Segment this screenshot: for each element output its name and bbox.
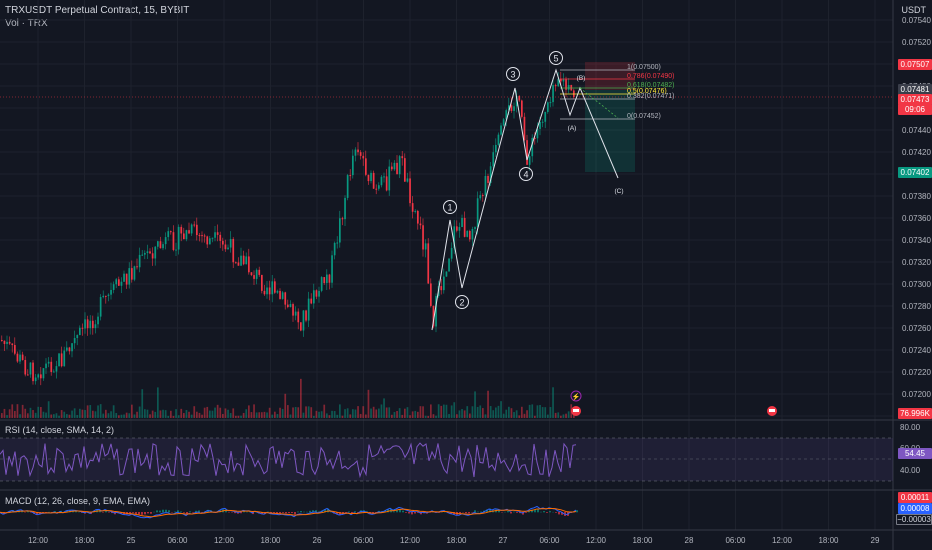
time-tick: 18:00: [446, 536, 467, 545]
time-tick: 12:00: [399, 536, 421, 545]
price-tag: 0.07481: [898, 84, 932, 95]
price-tick: 0.07420: [902, 148, 931, 157]
time-tick: 18:00: [818, 536, 839, 545]
volume-bars: [1, 378, 575, 418]
chart-title[interactable]: TRXUSDT Perpetual Contract, 15, BYBIT: [5, 5, 190, 16]
time-tick: 18:00: [632, 536, 653, 545]
svg-text:1: 1: [447, 203, 452, 213]
wave-1-label[interactable]: 1: [443, 200, 457, 214]
price-tick: 0.07240: [902, 346, 931, 355]
svg-text:4: 4: [523, 170, 528, 180]
svg-text:2: 2: [459, 298, 464, 308]
wave-3-label[interactable]: 3: [506, 67, 520, 81]
wave-labels[interactable]: 1 2 3 4 5 (A) (B) (C): [443, 51, 624, 309]
time-tick: 12:00: [27, 536, 49, 545]
macd-legend[interactable]: MACD (12, 26, close, 9, EMA, EMA): [5, 496, 151, 506]
wave-5-label[interactable]: 5: [549, 51, 563, 65]
time-tick: 26: [312, 536, 322, 545]
macd-tag: 0.00011: [898, 492, 932, 503]
fib-retracement[interactable]: [560, 69, 635, 120]
time-tick: 12:00: [771, 536, 793, 545]
macd-tag: 0.00008: [898, 503, 932, 514]
price-tick: 0.07440: [902, 126, 931, 135]
earnings-icon[interactable]: [767, 406, 777, 416]
volume-legend[interactable]: Vol · TRX: [5, 18, 48, 29]
wave-c-label[interactable]: (C): [614, 188, 623, 195]
fib-level-label: 0(0.07452): [627, 113, 661, 120]
time-tick: 12:00: [213, 536, 235, 545]
time-tick: 29: [870, 536, 880, 545]
projection-dashed-line: [579, 87, 619, 119]
price-tick: 0.07260: [902, 324, 931, 333]
rsi-legend[interactable]: RSI (14, close, SMA, 14, 2): [5, 425, 115, 435]
time-tick: 06:00: [167, 536, 188, 545]
price-tick: 0.07360: [902, 214, 931, 223]
price-tag: 0.07507: [898, 59, 932, 70]
price-tick: 0.07540: [902, 16, 931, 25]
time-tick: 12:00: [585, 536, 607, 545]
price-tag: 76.996K: [898, 408, 932, 419]
time-tick: 06:00: [353, 536, 374, 545]
fib-level-label: 0.786(0.07490): [627, 73, 675, 80]
svg-text:⚡: ⚡: [572, 392, 581, 401]
wave-4-label[interactable]: 4: [519, 167, 533, 181]
currency-label: USDT: [901, 5, 927, 15]
svg-text:5: 5: [553, 54, 558, 64]
price-tag: 09:06: [898, 104, 932, 115]
time-tick: 28: [684, 536, 694, 545]
price-tag: 0.07402: [898, 167, 932, 178]
rsi-tick: 80.00: [900, 423, 921, 432]
grid: [0, 0, 893, 530]
rsi-tick: 40.00: [900, 466, 921, 475]
earnings-icon[interactable]: [571, 406, 581, 416]
fib-level-label: 0.618(0.07482): [627, 82, 675, 89]
rsi-value-tag: 54.45: [898, 448, 932, 459]
price-tag: 0.07473: [898, 94, 932, 105]
rsi-line[interactable]: [0, 442, 577, 479]
time-tick: 06:00: [539, 536, 560, 545]
wave-a-label[interactable]: (A): [568, 125, 577, 132]
time-tick: 18:00: [74, 536, 95, 545]
fib-level-label: 0.5(0.07476): [627, 88, 667, 95]
price-tick: 0.07380: [902, 192, 931, 201]
macd-tag: −0.00003: [896, 514, 932, 525]
macd-signal-line[interactable]: [0, 508, 577, 518]
time-tick: 27: [498, 536, 508, 545]
price-tick: 0.07520: [902, 38, 931, 47]
fib-level-label: 1(0.07500): [627, 64, 661, 71]
fib-level-label: 0.382(0.07471): [627, 93, 675, 100]
price-tick: 0.07220: [902, 368, 931, 377]
candles: [1, 71, 575, 386]
svg-text:3: 3: [510, 70, 515, 80]
price-tick: 0.07300: [902, 280, 931, 289]
price-tick: 0.07340: [902, 236, 931, 245]
price-tick: 0.07200: [902, 390, 931, 399]
elliott-wave-path[interactable]: [431, 68, 619, 331]
rsi-band: [0, 438, 893, 481]
short-position-stop-zone[interactable]: [585, 62, 635, 90]
time-tick: 18:00: [260, 536, 281, 545]
price-tick: 0.07320: [902, 258, 931, 267]
price-tick: 0.07280: [902, 302, 931, 311]
wave-2-label[interactable]: 2: [455, 295, 469, 309]
wave-b-label[interactable]: (B): [577, 75, 586, 82]
event-icon[interactable]: ⚡: [570, 390, 582, 402]
time-tick: 06:00: [725, 536, 746, 545]
time-tick: 25: [126, 536, 136, 545]
